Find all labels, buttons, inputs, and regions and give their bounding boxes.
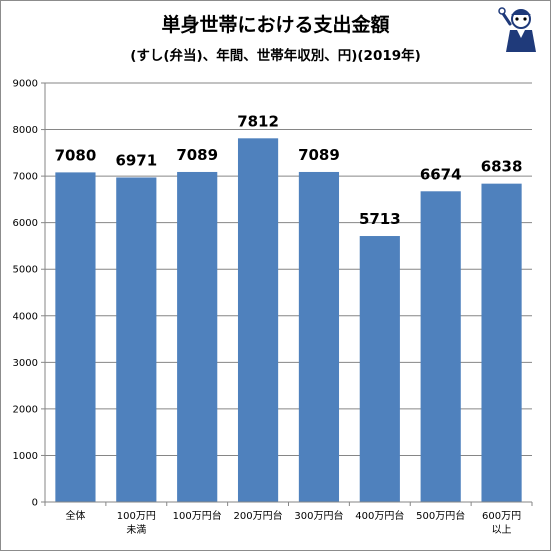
bar	[55, 172, 96, 503]
x-category-label: 以上	[492, 524, 512, 536]
bar	[237, 138, 279, 503]
y-tick-label: 9000	[13, 79, 38, 90]
chart-subtitle: (すし(弁当)、年間、世帯年収別、円)(2019年)	[130, 48, 421, 64]
y-tick-label: 3000	[13, 358, 38, 369]
y-tick-label: 2000	[13, 404, 38, 415]
data-label: 7080	[55, 146, 97, 164]
y-tick-label: 1000	[13, 451, 38, 462]
data-label: 5713	[359, 210, 401, 228]
cartoon-mascot-logo-icon	[498, 7, 536, 52]
y-tick-label: 5000	[13, 265, 38, 276]
bar	[481, 183, 522, 502]
y-tick-label: 4000	[13, 311, 38, 322]
x-category-label: 200万円台	[234, 509, 283, 522]
data-label: 6838	[481, 158, 523, 176]
x-category-label: 300万円台	[294, 509, 343, 522]
data-label: 7089	[298, 146, 340, 164]
x-category-label: 400万円台	[355, 509, 404, 522]
bar	[359, 236, 400, 502]
y-tick-label: 8000	[13, 125, 38, 136]
x-category-label: 100万円台	[173, 509, 222, 522]
y-tick-label: 6000	[13, 218, 38, 229]
data-label: 7089	[176, 146, 218, 164]
labels: 0 1000 2000 3000 4000 5000 6000 7000 8000 9000 708…	[13, 79, 523, 537]
x-category-label: 未満	[126, 524, 146, 536]
bar	[298, 171, 340, 503]
chart-title: 単身世帯における支出金額	[161, 14, 390, 36]
data-label: 6971	[115, 151, 157, 169]
x-category-label: 500万円台	[416, 509, 465, 522]
y-tick-label: 7000	[13, 172, 38, 183]
bar	[177, 171, 218, 503]
data-label: 7812	[237, 112, 279, 130]
x-category-label: 全体	[65, 509, 85, 522]
y-tick-label: 0	[32, 498, 38, 509]
axes	[41, 82, 533, 506]
bar	[420, 191, 461, 503]
x-category-label: 600万円	[482, 511, 521, 522]
data-label: 6674	[420, 165, 462, 183]
x-category-label: 100万円	[117, 511, 156, 522]
bars	[55, 138, 522, 503]
bar	[116, 177, 157, 502]
